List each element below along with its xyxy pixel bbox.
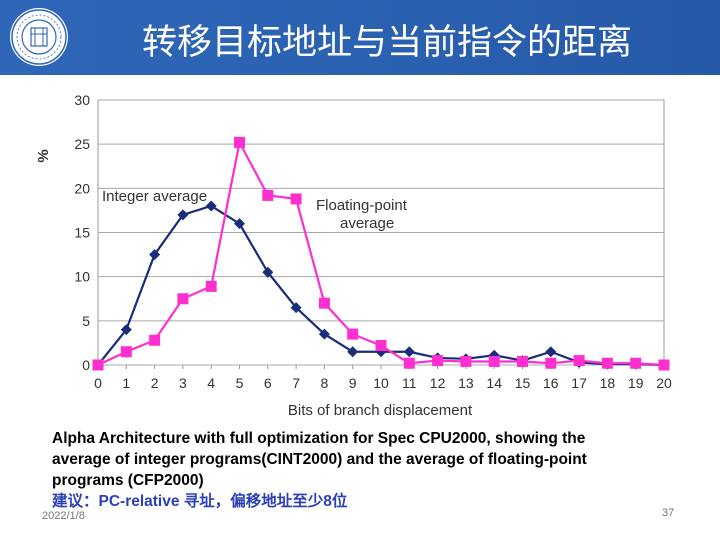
x-tick-label: 0 [94,375,102,391]
y-tick-label: 15 [74,225,90,241]
slide-date: 2022/1/8 [42,510,85,522]
x-tick-label: 14 [486,375,502,391]
x-tick-label: 18 [600,375,616,391]
floating-point-average-point [149,334,161,346]
integer-average-point [149,249,161,261]
floating-point-average-point [545,357,557,369]
floating-point-average-point [375,340,387,352]
floating-point-average-point [347,328,359,340]
x-tick-label: 4 [207,375,215,391]
x-tick-label: 17 [571,375,587,391]
page-title: 转移目标地址与当前指令的距离 [142,23,633,63]
floating-point-average-point [177,293,189,305]
floating-point-average-point [573,355,585,367]
integer-average-point [177,209,189,221]
floating-point-average-point [432,355,444,367]
integer-average-point [262,266,274,278]
chart-series [92,136,670,371]
integer-average-point [290,302,302,314]
x-tick-label: 3 [179,375,187,391]
y-tick-label: 25 [74,136,90,152]
floating-point-average-point [234,136,245,148]
integer-average-point [120,324,132,336]
caption-line-1: Alpha Architecture with full optimizatio… [52,430,586,447]
floating-point-average-point [92,359,104,371]
x-axis: 0 1 2 3 4 5 6 7 8 9 10 11 12 13 14 15 16 17 18 19 20 [94,365,672,391]
floating-point-average-point [630,357,642,369]
floating-point-average-point [120,346,132,358]
floating-point-average-point [205,280,217,292]
floating-point-average-point [517,355,528,367]
integer-average-point [234,218,245,230]
floating-point-average-point [460,355,472,367]
floating-point-average-point [488,355,500,367]
floating-point-average-point [262,189,274,201]
integer-average-point [403,346,415,358]
floating-point-average-point [658,359,670,371]
suggestion-text: 建议：PC-relative 寻址，偏移地址至少8位 [52,493,348,510]
caption-line-2: average of integer programs(CINT2000) an… [52,451,587,468]
y-tick-label: 5 [82,313,90,329]
x-tick-label: 1 [122,375,130,391]
x-tick-label: 13 [458,375,474,391]
title-bar: 转移目标地址与当前指令的距离 [0,0,720,75]
floating-point-average-point [290,193,302,205]
floating-point-average-label: Floating-point average [316,197,408,232]
integer-average-point [545,346,557,358]
x-tick-label: 7 [292,375,300,391]
floating-point-average-line [97,139,665,367]
x-tick-label: 6 [264,375,272,391]
integer-average-point [205,200,217,212]
x-tick-label: 9 [349,375,357,391]
y-tick-label: 10 [74,269,90,285]
integer-average-point [347,346,359,358]
x-tick-label: 11 [402,375,417,391]
floating-point-average-point [403,357,415,369]
x-tick-label: 19 [628,375,644,391]
y-axis: 0 5 10 15 20 25 30 [74,92,90,373]
x-axis-label: Bits of branch displacement [288,402,473,419]
y-tick-label: 0 [82,357,90,373]
university-logo-icon [10,8,68,66]
x-tick-label: 20 [656,375,672,391]
x-tick-label: 5 [236,375,244,391]
x-tick-label: 2 [151,375,159,391]
y-axis-label: % [35,149,52,162]
page-number: 37 [662,507,675,519]
floating-point-average-point [318,297,330,309]
caption-line-3: programs (CFP2000) [52,472,204,489]
x-tick-label: 15 [515,375,531,391]
x-tick-label: 8 [321,375,329,391]
x-tick-label: 10 [373,375,389,391]
chart-grid [97,99,665,366]
caption: Alpha Architecture with full optimizatio… [52,428,692,512]
y-tick-label: 20 [74,180,90,196]
floating-point-average-point [601,357,613,369]
integer-average-point [318,328,330,340]
y-tick-label: 30 [74,92,90,108]
x-tick-label: 16 [543,375,559,391]
integer-average-label: Integer average [102,188,207,205]
x-tick-label: 12 [430,375,446,391]
